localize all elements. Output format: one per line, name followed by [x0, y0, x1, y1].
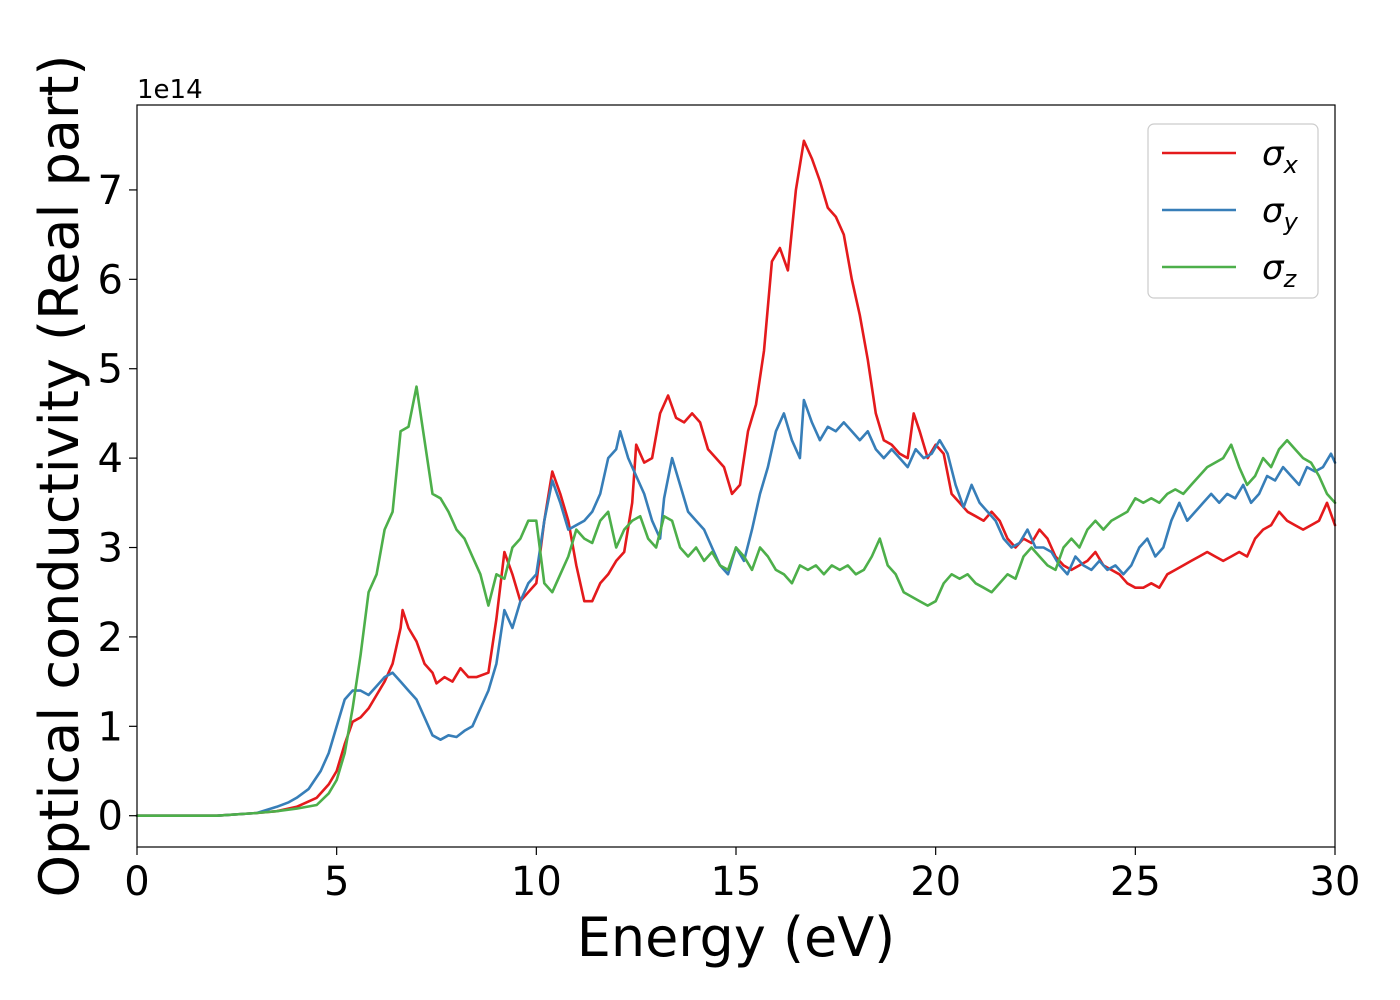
x-tick-label: 0	[124, 859, 149, 905]
legend-label-z: σz	[1262, 248, 1298, 293]
x-tick-label: 5	[324, 859, 349, 905]
y-tick-label: 7	[98, 168, 123, 214]
legend: σx σy σz	[1147, 123, 1319, 299]
y-offset-label: 1e14	[137, 75, 203, 105]
y-tick-label: 1	[98, 704, 123, 750]
x-tick-label: 30	[1310, 859, 1361, 905]
y-tick-label: 0	[98, 794, 123, 840]
y-tick-label: 6	[98, 257, 123, 303]
series-layer	[135, 139, 1337, 817]
y-tick-label: 3	[98, 526, 123, 572]
x-axis-ticks: 0 5 10 15 20 25 30	[124, 847, 1360, 905]
y-tick-label: 5	[98, 347, 123, 393]
y-axis-label: Optical conductivity (Real part)	[28, 55, 91, 898]
x-tick-label: 10	[511, 859, 562, 905]
legend-label-x: σx	[1262, 134, 1299, 179]
series-line-z	[135, 385, 1337, 817]
x-axis-label: Energy (eV)	[577, 906, 896, 969]
y-tick-label: 2	[98, 615, 123, 661]
series-line-y	[135, 398, 1337, 817]
x-tick-label: 15	[711, 859, 762, 905]
x-tick-label: 25	[1110, 859, 1161, 905]
x-tick-label: 20	[910, 859, 961, 905]
y-tick-label: 4	[98, 436, 123, 482]
legend-label-y: σy	[1262, 191, 1299, 236]
y-axis-ticks: 0 1 2 3 4 5 6 7	[98, 168, 137, 840]
series-line-x	[135, 139, 1337, 817]
